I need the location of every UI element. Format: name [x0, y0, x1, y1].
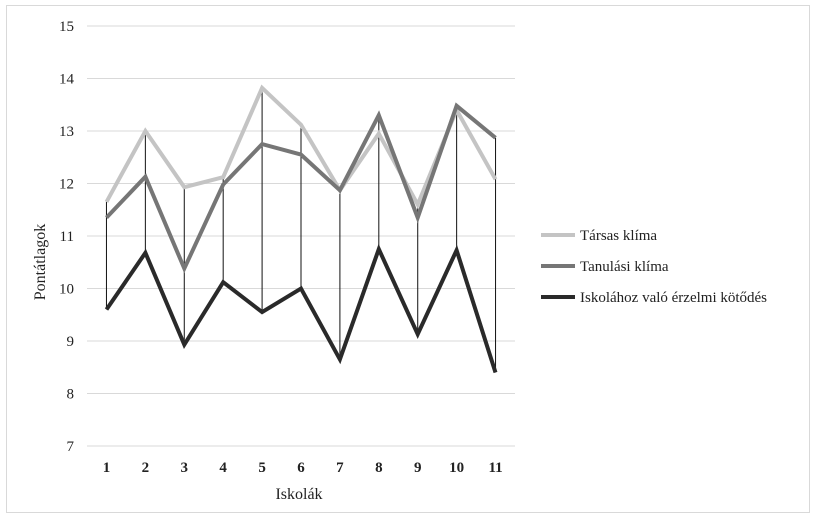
x-tick-label: 11	[488, 460, 502, 476]
legend-label: Iskolához való érzelmi kötődés	[580, 290, 767, 306]
y-tick-label: 7	[67, 439, 75, 455]
x-tick-label: 2	[142, 460, 150, 476]
y-axis-label: Pontátlagok	[32, 224, 49, 300]
x-tick-label: 5	[258, 460, 266, 476]
x-axis-ticks: 1 2 3 4 5 6 7 8 9 10 11	[103, 460, 503, 476]
y-tick-label: 15	[59, 19, 74, 35]
y-tick-label: 10	[59, 282, 74, 298]
series-line	[104, 84, 498, 210]
y-tick-label: 11	[60, 229, 74, 245]
series-lines	[104, 84, 498, 374]
x-tick-label: 9	[414, 460, 422, 476]
series-line	[104, 243, 498, 374]
legend-label: Tanulási klíma	[580, 259, 669, 275]
x-tick-label: 7	[336, 460, 344, 476]
y-tick-label: 12	[59, 177, 74, 193]
x-tick-label: 4	[219, 460, 227, 476]
x-tick-label: 6	[297, 460, 305, 476]
y-tick-label: 8	[67, 387, 75, 403]
x-tick-label: 10	[449, 460, 464, 476]
x-tick-label: 1	[103, 460, 111, 476]
x-tick-label: 8	[375, 460, 383, 476]
x-axis-label: Iskolák	[275, 486, 322, 503]
y-tick-label: 13	[59, 124, 74, 140]
drop-lines	[105, 87, 497, 373]
y-tick-label: 14	[59, 72, 75, 88]
y-tick-label: 9	[67, 334, 75, 350]
legend: Társas klíma Tanulási klíma Iskolához való…	[541, 228, 767, 306]
series-line	[105, 102, 497, 274]
y-axis-ticks: 7 8 9 10 11 12 13 14 15	[59, 19, 75, 455]
x-tick-label: 3	[181, 460, 189, 476]
legend-label: Társas klíma	[580, 228, 657, 244]
